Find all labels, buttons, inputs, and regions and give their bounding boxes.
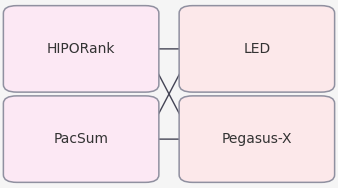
Text: LED: LED <box>243 42 270 56</box>
FancyBboxPatch shape <box>3 96 159 182</box>
FancyBboxPatch shape <box>3 6 159 92</box>
Text: HIPORank: HIPORank <box>47 42 115 56</box>
FancyBboxPatch shape <box>179 6 335 92</box>
FancyBboxPatch shape <box>179 96 335 182</box>
Text: Pegasus-X: Pegasus-X <box>222 132 292 146</box>
Text: PacSum: PacSum <box>54 132 108 146</box>
